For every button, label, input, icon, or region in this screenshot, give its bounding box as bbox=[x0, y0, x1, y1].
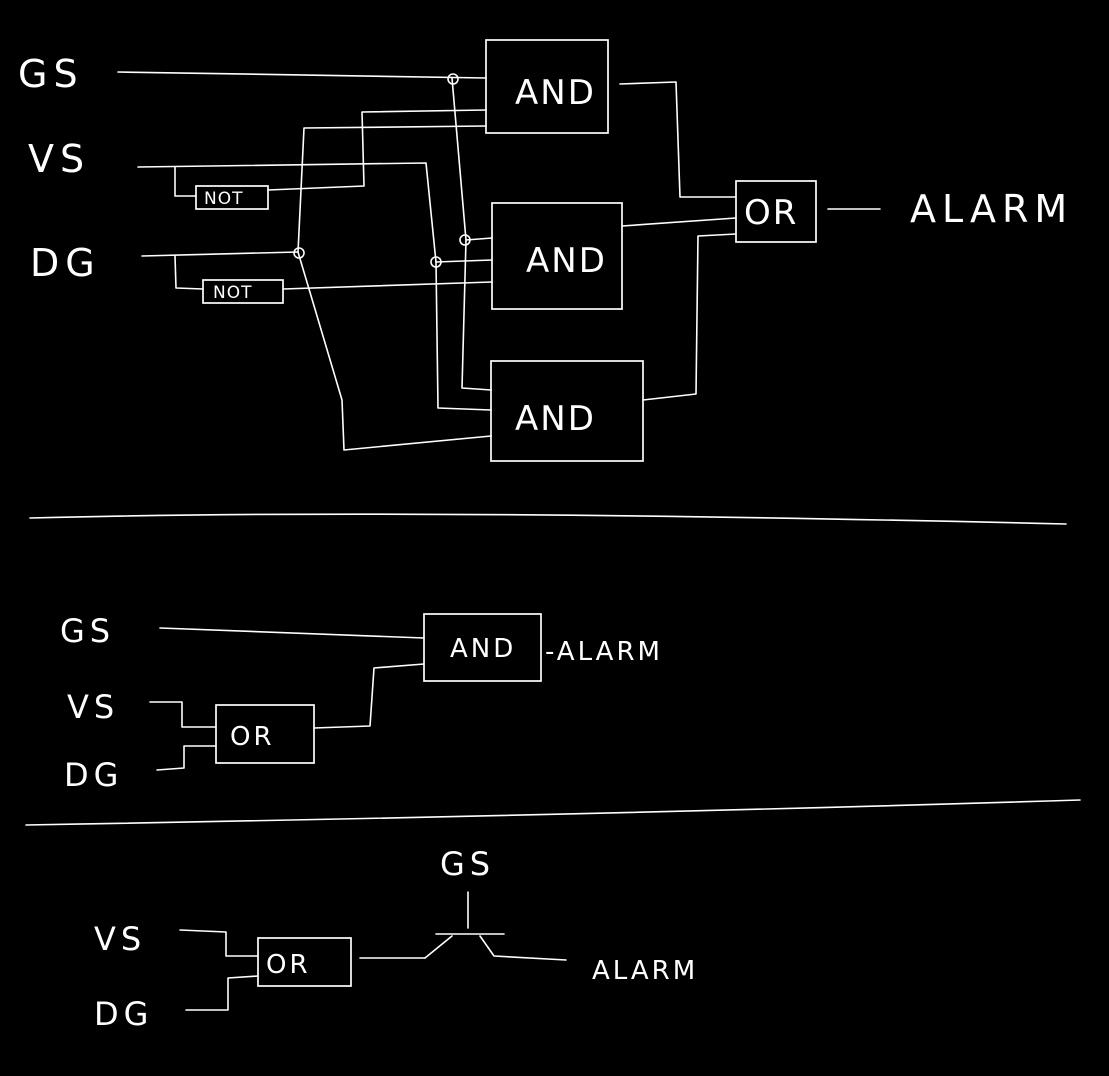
d1-wire-dg-to-not bbox=[174, 255, 204, 290]
d3-output-alarm-label: ALARM bbox=[592, 956, 698, 986]
diagram-1-full-circuit: GS VS DG NOT NOT AND AND AND OR ALARM bbox=[18, 39, 1073, 462]
d2-or-gate-label: OR bbox=[230, 722, 275, 752]
d1-wire-dg bbox=[141, 251, 299, 257]
d1-junction-dg bbox=[293, 247, 305, 259]
d1-and-gate-bottom bbox=[490, 360, 644, 462]
d1-not-gate-vs-label: NOT bbox=[204, 189, 243, 209]
d1-wire-and-bot-to-or bbox=[642, 233, 737, 401]
d3-input-gs-label: GS bbox=[440, 845, 495, 883]
diagram-2-simplified-circuit: GS VS DG OR AND -ALARM bbox=[60, 612, 663, 794]
d1-and-gate-top-label: AND bbox=[515, 73, 596, 113]
d2-wire-dg bbox=[156, 745, 217, 771]
d1-input-vs-label: VS bbox=[28, 137, 90, 181]
d1-wires bbox=[117, 71, 881, 451]
divider-2 bbox=[25, 799, 1081, 826]
d2-input-dg-label: DG bbox=[64, 756, 123, 794]
d1-and-gate-bottom-label: AND bbox=[515, 399, 596, 439]
d1-or-gate-label: OR bbox=[744, 193, 798, 233]
d1-wire-vs-to-and-mid bbox=[435, 259, 493, 263]
d2-output-alarm-label: -ALARM bbox=[545, 637, 663, 667]
d3-input-vs-label: VS bbox=[94, 920, 146, 958]
d3-input-dg-label: DG bbox=[94, 995, 153, 1033]
d1-junction-gs bbox=[447, 73, 459, 85]
d1-and-gate-middle bbox=[491, 202, 623, 310]
d3-or-gate bbox=[257, 937, 352, 987]
d1-input-dg-label: DG bbox=[30, 241, 101, 285]
d3-switch-right-leg bbox=[479, 935, 567, 961]
d2-or-gate bbox=[215, 704, 315, 764]
d1-and-gate-middle-label: AND bbox=[526, 241, 607, 281]
d3-wire-vs bbox=[179, 929, 259, 957]
d1-wire-gs bbox=[117, 71, 487, 79]
d2-wire-or-to-and bbox=[313, 663, 425, 729]
d1-input-gs-label: GS bbox=[18, 52, 84, 96]
d3-or-gate-label: OR bbox=[266, 950, 311, 980]
d1-and-gate-top bbox=[485, 39, 609, 134]
d1-or-gate bbox=[735, 180, 817, 243]
d1-wire-notdg-to-and-mid bbox=[282, 281, 493, 290]
d3-switch-left-leg bbox=[424, 935, 453, 959]
d1-not-gate-dg-label: NOT bbox=[213, 283, 252, 303]
d2-wires bbox=[149, 627, 425, 771]
d1-output-alarm-label: ALARM bbox=[910, 187, 1073, 231]
divider-1 bbox=[29, 513, 1067, 525]
d1-wire-and-mid-to-or bbox=[621, 217, 737, 227]
d2-and-gate-label: AND bbox=[450, 634, 516, 664]
d3-wire-dg bbox=[185, 975, 259, 1011]
d1-wire-vs-to-not bbox=[174, 166, 197, 197]
d1-not-gate-dg bbox=[202, 279, 284, 304]
d1-junction-gs-mid bbox=[459, 234, 471, 246]
d1-junction-vs-mid bbox=[430, 256, 442, 268]
d2-input-vs-label: VS bbox=[67, 688, 119, 726]
diagram-3-transistor-circuit: VS DG GS OR ALARM bbox=[94, 845, 698, 1033]
d2-wire-gs bbox=[159, 627, 425, 639]
d1-wire-notvs-to-and-top bbox=[267, 109, 487, 191]
d1-wire-and-top-to-or bbox=[619, 81, 737, 198]
d1-wire-dg-to-and-bottom bbox=[297, 251, 492, 451]
d1-not-gate-vs bbox=[195, 185, 269, 210]
d2-input-gs-label: GS bbox=[60, 612, 115, 650]
d1-wire-dg-to-and-top bbox=[297, 125, 487, 253]
d2-wire-vs bbox=[149, 701, 217, 728]
d3-wires bbox=[179, 891, 567, 1011]
d2-and-gate bbox=[423, 613, 542, 682]
d1-wire-gs-trunk bbox=[451, 77, 492, 391]
